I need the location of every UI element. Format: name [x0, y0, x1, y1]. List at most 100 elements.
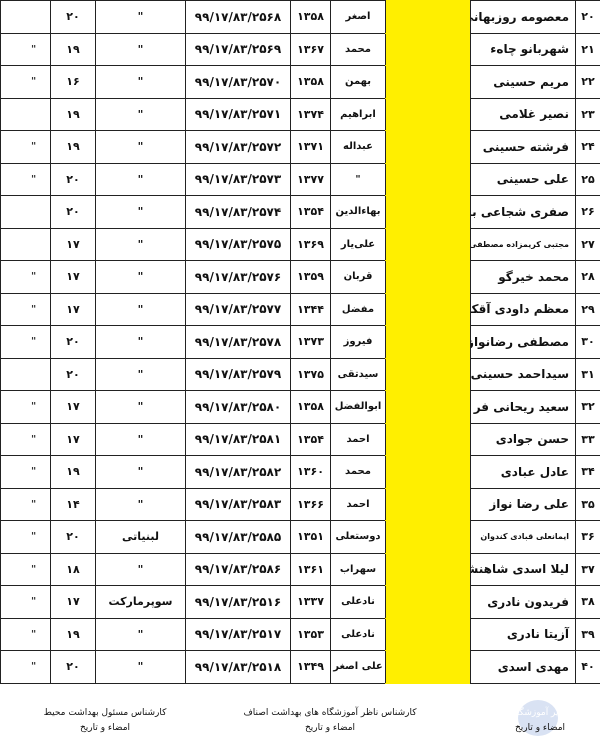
row-number: ۳۳: [575, 422, 600, 456]
table-row: ۳۵ علی رضا نواز احمد ۱۳۶۶ ۹۹/۱۷/۸۳/۲۵۸۳ " ۱۴ ": [0, 487, 600, 521]
note: ": [0, 32, 51, 66]
score: ۱۸: [50, 552, 96, 586]
birth-year: ۱۳۵۳: [290, 617, 331, 651]
father-name: دوستعلی: [330, 520, 386, 554]
highlight-cell: [385, 455, 471, 489]
note: ": [0, 390, 51, 424]
certificate-number: ۹۹/۱۷/۸۳/۲۵۷۰: [194, 74, 282, 89]
occupation: ": [95, 357, 186, 391]
birth-year: ۱۳۵۴: [290, 195, 331, 229]
note: ": [0, 65, 51, 99]
full-name: فریدون نادری: [470, 585, 576, 619]
father-name: ابوالفضل: [330, 390, 386, 424]
highlight-cell: [385, 520, 471, 554]
occupation: سوپرمارکت: [95, 585, 186, 619]
certificate-cell: ۹۹/۱۷/۸۳/۲۵۷۹: [185, 357, 291, 391]
father-name: علی‌یار: [330, 227, 386, 261]
score: ۱۷: [50, 260, 96, 294]
father-name: سیدتقی: [330, 357, 386, 391]
occupation: ": [95, 617, 186, 651]
logo: [518, 700, 558, 736]
note: ": [0, 455, 51, 489]
occupation: ": [95, 292, 186, 326]
table-row: ۳۳ حسن جوادی احمد ۱۳۵۴ ۹۹/۱۷/۸۳/۲۵۸۱ " ۱۷ ": [0, 422, 600, 456]
note: ": [0, 617, 51, 651]
certificate-number: ۹۹/۱۷/۸۳/۲۵۸۵: [194, 529, 282, 544]
occupation: ": [95, 162, 186, 196]
footer-left: کارشناس مسئول بهداشت محیط امضاء و تاریخ: [20, 706, 190, 736]
highlight-cell: [385, 195, 471, 229]
full-name: فرشته حسینی: [470, 130, 576, 164]
father-name: عبداله: [330, 130, 386, 164]
table-row: ۲۹ معظم داودی آقکند مفضل ۱۳۴۴ ۹۹/۱۷/۸۳/۲۵۷۷ "…: [0, 292, 600, 326]
father-name: ابراهیم: [330, 97, 386, 131]
occupation: ": [95, 97, 186, 131]
note: ": [0, 487, 51, 521]
note: [0, 227, 51, 261]
certificate-number: ۹۹/۱۷/۸۳/۲۵۷۲: [194, 139, 282, 154]
footer-sign: امضاء و تاریخ: [79, 723, 131, 733]
highlight-cell: [385, 487, 471, 521]
full-name: علی رضا نواز: [470, 487, 576, 521]
occupation: لبنیاتی: [95, 520, 186, 554]
highlight-cell: [385, 260, 471, 294]
row-number: ۲۰: [575, 0, 600, 34]
full-name: سعید ریحانی فر: [470, 390, 576, 424]
score: ۱۴: [50, 487, 96, 521]
certificate-cell: ۹۹/۱۷/۸۳/۲۵۸۲: [185, 455, 291, 489]
full-name: معصومه روزبهانی: [470, 0, 576, 34]
row-number: ۲۶: [575, 195, 600, 229]
certificate-cell: ۹۹/۱۷/۸۳/۲۵۸۰: [185, 390, 291, 424]
note: ": [0, 650, 51, 684]
row-number: ۳۷: [575, 552, 600, 586]
certificate-number: ۹۹/۱۷/۸۳/۲۵۱۸: [194, 659, 282, 674]
score: ۲۰: [50, 520, 96, 554]
certificate-cell: ۹۹/۱۷/۸۳/۲۵۸۵: [185, 520, 291, 554]
score: ۱۹: [50, 32, 96, 66]
note: [0, 357, 51, 391]
row-number: ۳۲: [575, 390, 600, 424]
row-number: ۲۲: [575, 65, 600, 99]
full-name: سیداحمد حسینی: [470, 357, 576, 391]
birth-year: ۱۳۵۸: [290, 65, 331, 99]
score: ۱۷: [50, 585, 96, 619]
certificate-number: ۹۹/۱۷/۸۳/۲۵۸۶: [194, 562, 282, 577]
birth-year: ۱۳۷۷: [290, 162, 331, 196]
highlight-cell: [385, 617, 471, 651]
row-number: ۴۰: [575, 650, 600, 684]
table-row: ۲۵ علی حسینی " ۱۳۷۷ ۹۹/۱۷/۸۳/۲۵۷۳ " ۲۰ ": [0, 162, 600, 196]
certificate-number: ۹۹/۱۷/۸۳/۲۵۱۶: [194, 594, 282, 609]
score: ۱۹: [50, 617, 96, 651]
certificate-cell: ۹۹/۱۷/۸۳/۲۵۸۶: [185, 552, 291, 586]
father-name: محمد: [330, 455, 386, 489]
note: ": [0, 585, 51, 619]
highlight-cell: [385, 97, 471, 131]
occupation: ": [95, 195, 186, 229]
row-number: ۲۱: [575, 32, 600, 66]
certificate-cell: ۹۹/۱۷/۸۳/۲۵۸۱: [185, 422, 291, 456]
certificate-cell: ۹۹/۱۷/۸۳/۲۵۱۷: [185, 617, 291, 651]
certificate-cell: ۹۹/۱۷/۸۳/۲۵۶۸: [185, 0, 291, 34]
highlight-cell: [385, 0, 471, 34]
table-row: ۳۰ مصطفی رضانواز فیروز ۱۳۷۳ ۹۹/۱۷/۸۳/۲۵۷۸ " ۲۰…: [0, 325, 600, 359]
score: ۲۰: [50, 650, 96, 684]
score: ۲۰: [50, 0, 96, 34]
birth-year: ۱۳۵۸: [290, 390, 331, 424]
certificate-cell: ۹۹/۱۷/۸۳/۲۵۱۸: [185, 650, 291, 684]
full-name: ایمانعلی قبادی کندوان: [470, 520, 576, 554]
footer-title: کارشناس مسئول بهداشت محیط: [43, 708, 167, 718]
certificate-cell: ۹۹/۱۷/۸۳/۲۵۷۳: [185, 162, 291, 196]
father-name: نادعلی: [330, 617, 386, 651]
certificate-number: ۹۹/۱۷/۸۳/۲۵۸۱: [194, 432, 282, 447]
score: ۲۰: [50, 162, 96, 196]
full-name: آزیتا نادری: [470, 617, 576, 651]
highlight-cell: [385, 585, 471, 619]
row-number: ۲۴: [575, 130, 600, 164]
birth-year: ۱۳۶۱: [290, 552, 331, 586]
birth-year: ۱۳۶۶: [290, 487, 331, 521]
father-name: احمد: [330, 422, 386, 456]
highlight-cell: [385, 162, 471, 196]
father-name: محمد: [330, 32, 386, 66]
birth-year: ۱۳۷۳: [290, 325, 331, 359]
